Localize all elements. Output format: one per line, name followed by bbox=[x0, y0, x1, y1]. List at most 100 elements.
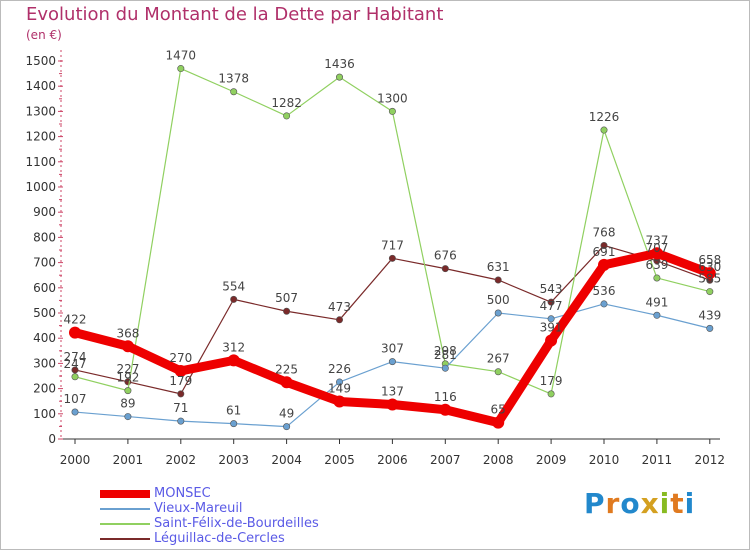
x-tick-label: 2004 bbox=[271, 453, 302, 467]
data-label: 707 bbox=[645, 241, 668, 255]
logo-letter: i bbox=[684, 487, 696, 520]
data-label: 71 bbox=[173, 401, 188, 415]
data-point bbox=[386, 398, 399, 411]
data-point bbox=[280, 376, 293, 389]
y-tick-label: 400 bbox=[33, 331, 56, 345]
data-label: 658 bbox=[698, 253, 721, 267]
data-point bbox=[706, 288, 714, 296]
data-point bbox=[706, 324, 714, 332]
data-point bbox=[283, 423, 291, 431]
series-line-3 bbox=[74, 244, 711, 395]
data-point bbox=[177, 390, 185, 398]
data-point bbox=[333, 395, 346, 408]
y-tick-label: 1400 bbox=[25, 79, 56, 93]
data-point bbox=[545, 334, 558, 347]
data-point bbox=[441, 265, 449, 273]
data-point bbox=[69, 326, 81, 339]
data-point bbox=[492, 416, 505, 429]
data-point bbox=[439, 403, 452, 416]
data-label: 585 bbox=[698, 272, 721, 286]
y-tick-label: 200 bbox=[33, 382, 56, 396]
x-tick-label: 2003 bbox=[218, 453, 249, 467]
data-label: 312 bbox=[222, 340, 245, 354]
data-point bbox=[177, 417, 185, 425]
legend-swatch bbox=[100, 508, 150, 510]
data-point bbox=[335, 73, 343, 81]
data-label: 554 bbox=[222, 279, 245, 293]
proxiti-logo: Proxiti bbox=[584, 487, 695, 520]
data-point bbox=[121, 340, 134, 353]
logo-letter: r bbox=[605, 487, 621, 520]
data-label: 439 bbox=[698, 308, 721, 322]
data-label: 274 bbox=[64, 350, 87, 364]
data-label: 267 bbox=[487, 352, 510, 366]
data-point bbox=[547, 315, 555, 323]
data-label: 1226 bbox=[589, 110, 620, 124]
data-label: 149 bbox=[328, 381, 351, 395]
data-point bbox=[600, 241, 608, 249]
data-label: 61 bbox=[226, 404, 241, 418]
data-label: 473 bbox=[328, 300, 351, 314]
data-label: 631 bbox=[487, 260, 510, 274]
x-tick-label: 2000 bbox=[60, 453, 91, 467]
chart-axes: 0 100 200 300 400 500 600 700 800 900 1000 1100 1200… bbox=[25, 50, 725, 467]
data-label: 737 bbox=[645, 233, 668, 247]
data-label: 65 bbox=[491, 403, 506, 417]
data-point bbox=[653, 311, 661, 319]
x-tick-label: 2007 bbox=[430, 453, 461, 467]
legend-swatch bbox=[100, 490, 150, 498]
data-point bbox=[600, 300, 608, 308]
data-label: 225 bbox=[275, 362, 298, 376]
data-point bbox=[283, 307, 291, 315]
data-label: 368 bbox=[116, 326, 139, 340]
data-labels: 274 227 179 554 507 473 717 676 631 543 768 707 630 2… bbox=[64, 49, 722, 421]
data-point bbox=[494, 368, 502, 376]
series-layer bbox=[69, 65, 716, 431]
data-point bbox=[177, 65, 185, 73]
x-tick-label: 2010 bbox=[589, 453, 620, 467]
x-tick-label: 2009 bbox=[536, 453, 567, 467]
data-label: 298 bbox=[434, 344, 457, 358]
data-point bbox=[174, 364, 187, 377]
data-point bbox=[335, 378, 343, 386]
data-point bbox=[227, 354, 240, 367]
data-label: 507 bbox=[275, 291, 298, 305]
legend-label: Saint-Félix-de-Bourdeilles bbox=[154, 516, 319, 531]
chart-title: Evolution du Montant de la Dette par Hab… bbox=[26, 4, 444, 25]
data-point bbox=[335, 316, 343, 324]
x-tick-label: 2001 bbox=[113, 453, 144, 467]
data-point bbox=[494, 276, 502, 284]
y-tick-label: 900 bbox=[33, 205, 56, 219]
x-tick-label: 2012 bbox=[695, 453, 726, 467]
y-tick-label: 300 bbox=[33, 356, 56, 370]
data-label: 1300 bbox=[377, 91, 408, 105]
data-point bbox=[441, 364, 449, 372]
data-label: 226 bbox=[328, 362, 351, 376]
logo-letter: x bbox=[640, 487, 660, 520]
y-tick-label: 1000 bbox=[25, 180, 56, 194]
x-tick-label: 2008 bbox=[483, 453, 514, 467]
data-label: 270 bbox=[169, 351, 192, 365]
data-point bbox=[71, 408, 79, 416]
data-point bbox=[494, 309, 502, 317]
data-label: 281 bbox=[434, 348, 457, 362]
y-tick-label: 1100 bbox=[25, 155, 56, 169]
y-tick-label: 0 bbox=[48, 432, 56, 446]
data-point bbox=[600, 126, 608, 134]
logo-letter: i bbox=[659, 487, 671, 520]
y-tick-label: 600 bbox=[33, 281, 56, 295]
data-label: 1282 bbox=[271, 96, 302, 110]
data-label: 192 bbox=[116, 371, 139, 385]
data-label: 491 bbox=[645, 295, 668, 309]
data-point bbox=[124, 387, 132, 395]
data-label: 247 bbox=[64, 357, 87, 371]
y-tick-label: 1200 bbox=[25, 130, 56, 144]
x-tick-label: 2005 bbox=[324, 453, 355, 467]
y-tick-label: 1300 bbox=[25, 104, 56, 118]
data-label: 49 bbox=[279, 407, 294, 421]
data-label: 1470 bbox=[166, 49, 197, 63]
data-label: 477 bbox=[540, 299, 563, 313]
data-label: 691 bbox=[593, 245, 616, 259]
data-point bbox=[388, 358, 396, 366]
legend-label: MONSEC bbox=[154, 486, 211, 501]
